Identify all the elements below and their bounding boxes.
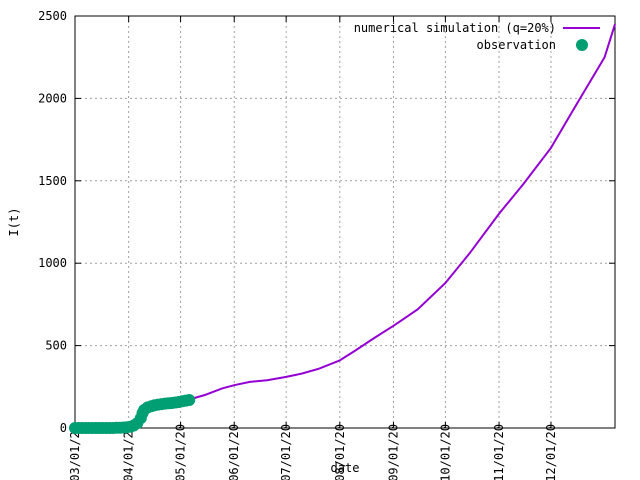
x-tick-label: 03/01/20 (68, 424, 82, 480)
y-tick-label: 1000 (38, 256, 67, 270)
y-tick-label: 0 (60, 421, 67, 435)
x-tick-label: 04/01/20 (122, 424, 136, 480)
x-tick-label: 06/01/20 (227, 424, 241, 480)
legend-label-observation: observation (477, 38, 556, 52)
x-axis-label: date (331, 461, 360, 475)
x-tick-label: 11/01/20 (492, 424, 506, 480)
y-tick-label: 2500 (38, 9, 67, 23)
y-tick-label: 2000 (38, 91, 67, 105)
y-axis: 0 500 1000 1500 2000 2500 (38, 9, 615, 435)
x-tick-label: 08/01/20 (333, 424, 347, 480)
series-observation (69, 394, 196, 434)
plot-frame (74, 15, 616, 429)
legend: numerical simulation (q=20%) observation (354, 21, 600, 52)
x-tick-label: 09/01/20 (386, 424, 400, 480)
y-axis-label: I(t) (7, 208, 21, 237)
x-tick-label: 10/01/20 (438, 424, 452, 480)
series-simulation (75, 23, 616, 429)
observation-point (183, 394, 196, 406)
legend-swatch-observation (576, 39, 588, 51)
x-tick-label: 05/01/20 (174, 424, 188, 480)
grid (75, 16, 615, 428)
legend-label-simulation: numerical simulation (q=20%) (354, 21, 556, 35)
x-tick-label: 07/01/20 (279, 424, 293, 480)
y-tick-label: 1500 (38, 174, 67, 188)
simulation-line (75, 23, 616, 429)
x-tick-label: 12/01/20 (544, 424, 558, 480)
y-tick-label: 500 (45, 339, 67, 353)
